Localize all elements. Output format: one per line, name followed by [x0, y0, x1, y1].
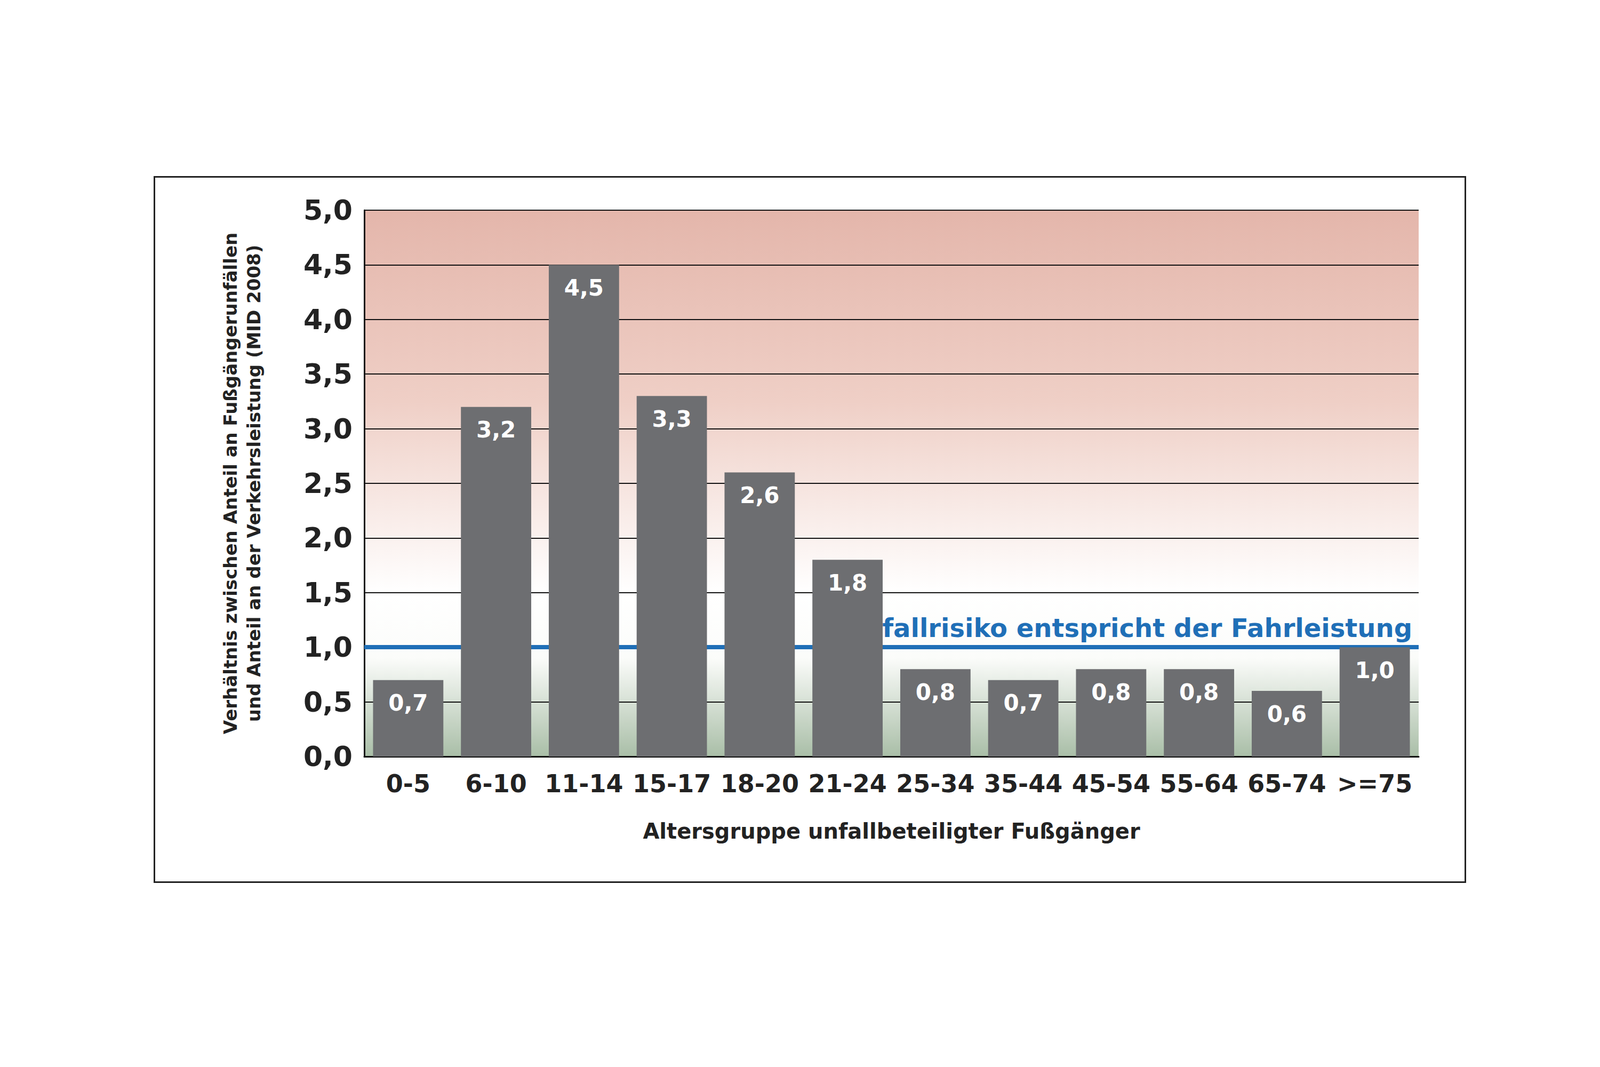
svg-text:25-34: 25-34: [896, 769, 975, 798]
svg-text:5,0: 5,0: [303, 194, 353, 227]
svg-text:0,6: 0,6: [1267, 700, 1307, 727]
svg-text:0,0: 0,0: [303, 740, 353, 773]
svg-text:4,5: 4,5: [564, 274, 604, 301]
svg-text:6-10: 6-10: [465, 769, 527, 798]
svg-text:0-5: 0-5: [386, 769, 431, 798]
svg-text:0,8: 0,8: [915, 678, 956, 706]
svg-text:0,7: 0,7: [388, 689, 428, 716]
svg-text:2,6: 2,6: [739, 482, 780, 509]
svg-text:3,5: 3,5: [303, 357, 353, 390]
svg-text:65-74: 65-74: [1247, 769, 1326, 798]
svg-text:Verhältnis zwischen Anteil an: Verhältnis zwischen Anteil an Fußgängeru…: [219, 232, 242, 734]
svg-text:21-24: 21-24: [808, 769, 887, 798]
svg-text:1,0: 1,0: [1354, 657, 1395, 684]
svg-text:Unfallrisiko entspricht der Fa: Unfallrisiko entspricht der Fahrleistung: [843, 612, 1413, 643]
svg-text:11-14: 11-14: [544, 769, 623, 798]
svg-text:4,0: 4,0: [303, 303, 353, 336]
svg-text:0,8: 0,8: [1179, 678, 1219, 706]
svg-text:2,0: 2,0: [303, 521, 353, 554]
svg-text:55-64: 55-64: [1160, 769, 1239, 798]
svg-text:Altersgruppe unfallbeteiligter: Altersgruppe unfallbeteiligter Fußgänger: [642, 818, 1141, 844]
svg-text:3,0: 3,0: [303, 412, 353, 445]
svg-text:15-17: 15-17: [632, 769, 711, 798]
svg-text:18-20: 18-20: [720, 769, 799, 798]
svg-text:1,8: 1,8: [827, 569, 868, 596]
svg-text:0,8: 0,8: [1091, 678, 1131, 706]
svg-text:35-44: 35-44: [984, 769, 1063, 798]
svg-text:und Anteil an der Verkehrsleis: und Anteil an der Verkehrsleistung (MID …: [243, 244, 265, 723]
svg-text:2,5: 2,5: [303, 467, 353, 500]
svg-text:45-54: 45-54: [1072, 769, 1151, 798]
svg-text:>=75: >=75: [1337, 769, 1413, 798]
svg-text:1,0: 1,0: [303, 630, 353, 663]
svg-text:4,5: 4,5: [303, 248, 353, 281]
svg-text:1,5: 1,5: [303, 576, 353, 609]
svg-text:0,7: 0,7: [1003, 689, 1043, 716]
svg-text:3,2: 3,2: [476, 416, 516, 443]
svg-text:3,3: 3,3: [651, 405, 692, 432]
svg-text:0,5: 0,5: [303, 685, 353, 718]
